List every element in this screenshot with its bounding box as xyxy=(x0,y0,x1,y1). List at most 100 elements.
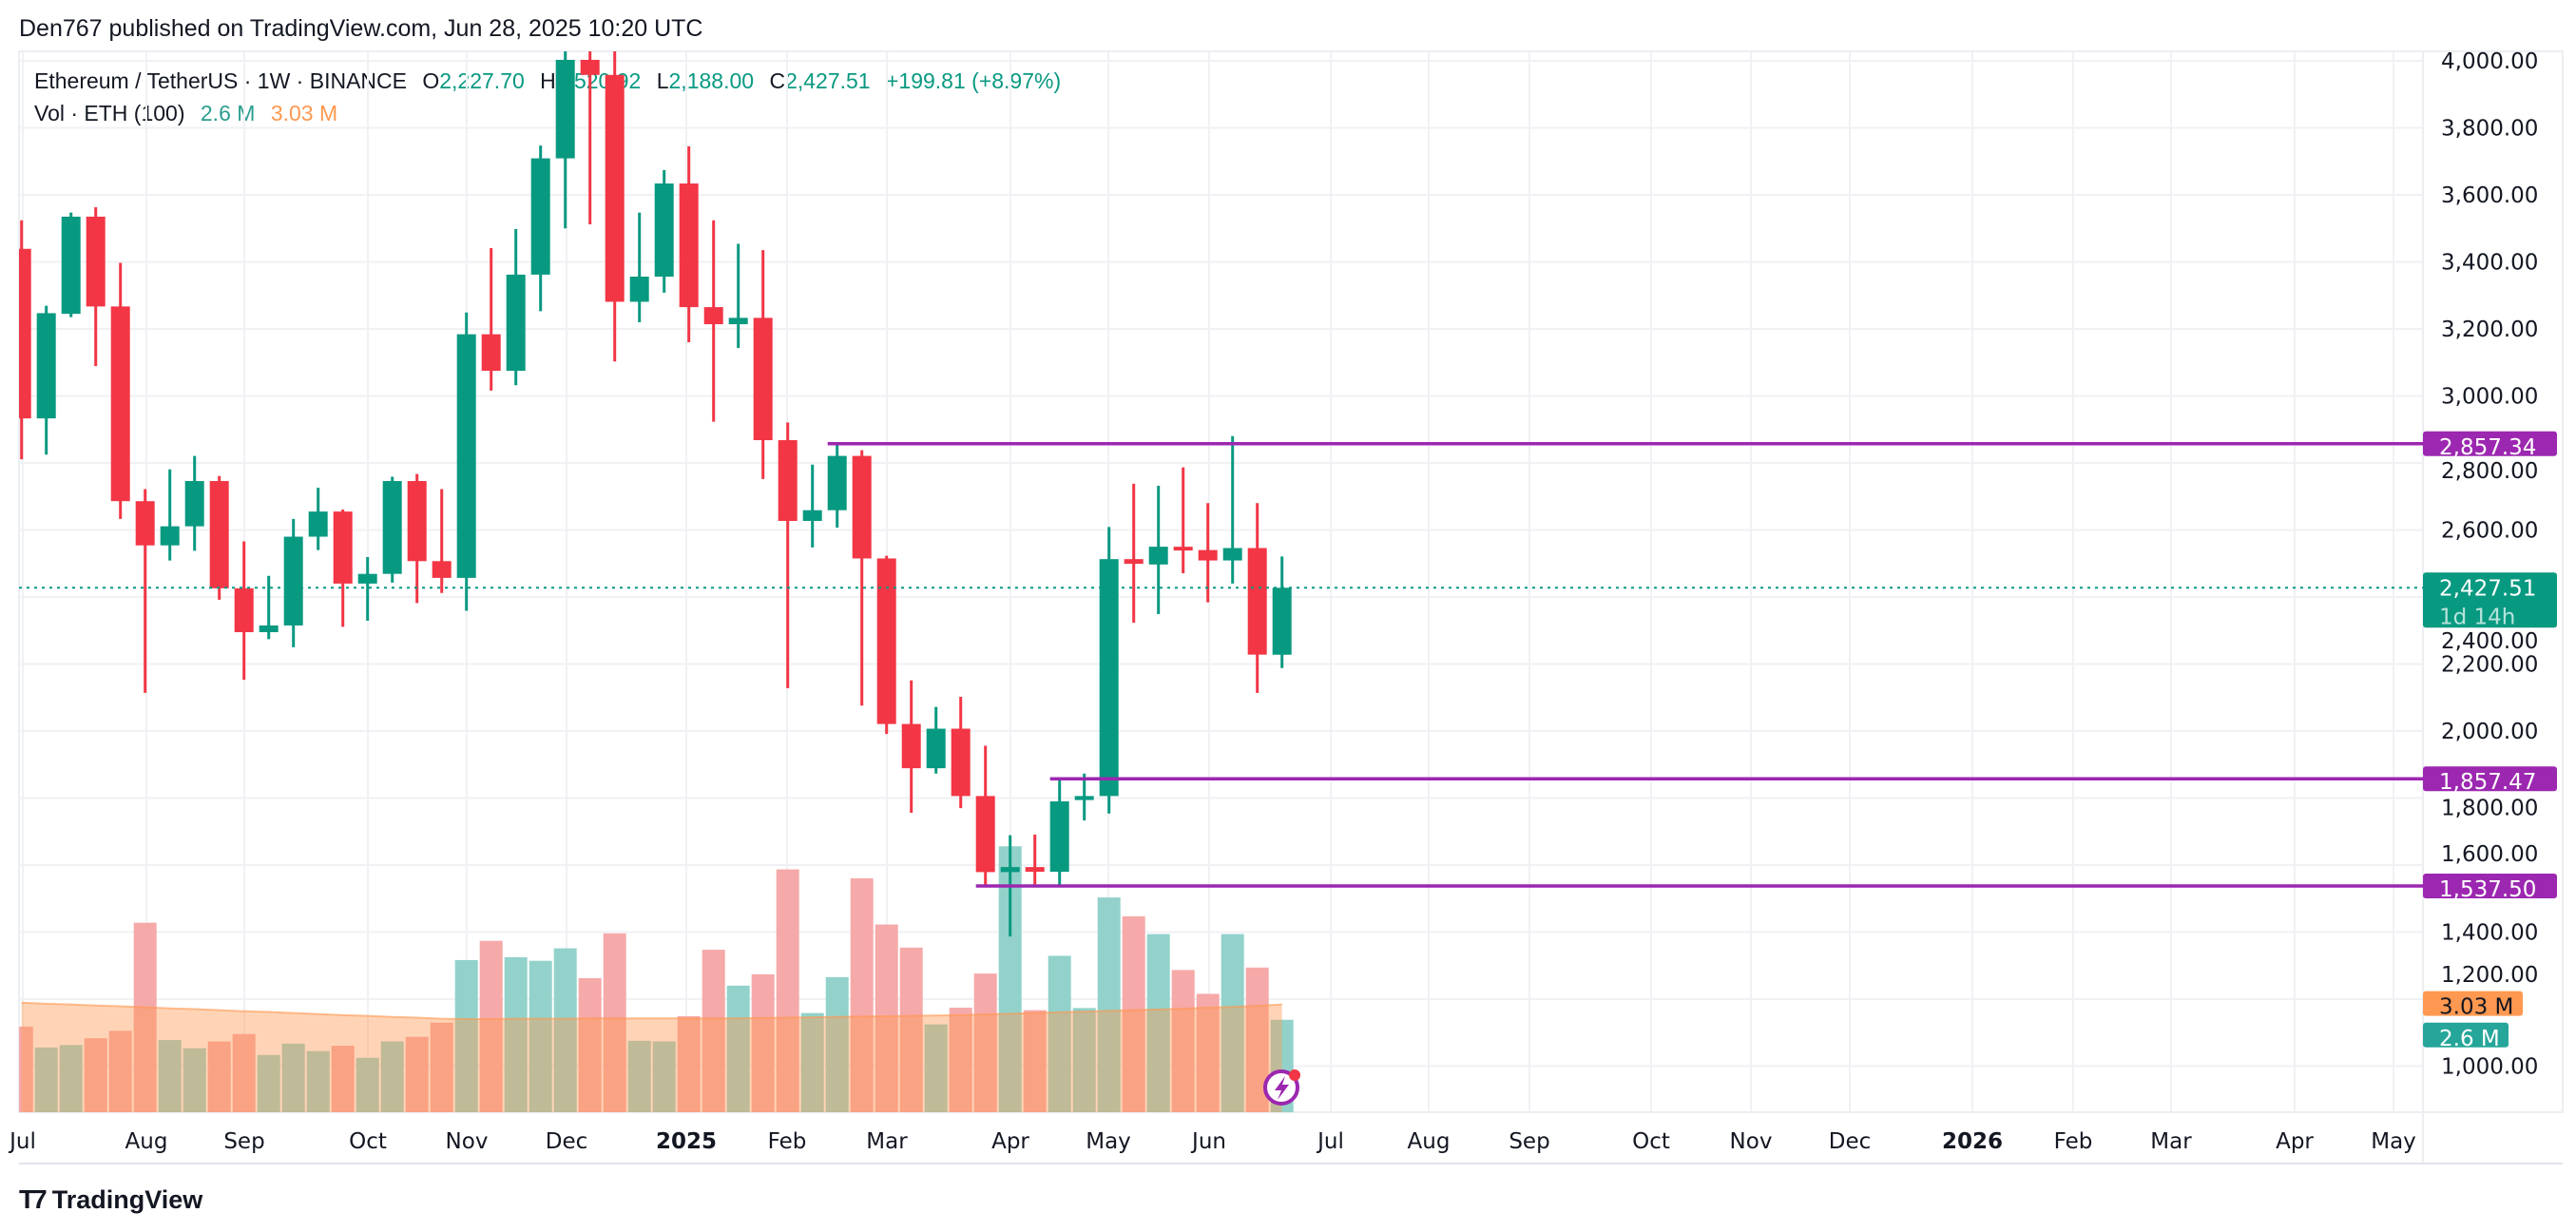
price-tick-label: 3,600.00 xyxy=(2441,183,2538,208)
candle-body xyxy=(555,59,575,159)
low-label: L xyxy=(656,68,669,93)
price-tick-label: 1,400.00 xyxy=(2441,921,2538,946)
open-label: O xyxy=(422,68,440,93)
time-tick-label: 2025 xyxy=(656,1129,717,1154)
volume-ma-value: 3.03 M xyxy=(270,101,338,125)
candle-body xyxy=(308,511,328,537)
volume-bar xyxy=(850,877,874,1112)
current-price-tag-bg xyxy=(2423,572,2557,628)
volume-bar xyxy=(281,1043,305,1112)
close-label: C xyxy=(769,68,786,93)
candle-body xyxy=(1124,559,1144,565)
price-tick-label: 1,600.00 xyxy=(2441,842,2538,867)
candle-body xyxy=(1222,548,1242,561)
volume-bar xyxy=(677,1016,701,1112)
candle xyxy=(728,243,748,349)
candle xyxy=(1173,467,1193,573)
candle xyxy=(1124,483,1144,624)
candle xyxy=(1025,834,1045,885)
candle-body xyxy=(407,481,427,562)
volume-bar xyxy=(356,1057,379,1112)
candle xyxy=(135,489,155,693)
candle xyxy=(580,51,600,225)
candle xyxy=(827,442,847,529)
time-tick-label: Feb xyxy=(2054,1129,2093,1154)
volume-bar xyxy=(158,1040,182,1112)
time-tick-label: Oct xyxy=(349,1129,387,1154)
candle xyxy=(259,575,279,640)
candle xyxy=(926,706,946,774)
level-price-tag: 2,857.34 xyxy=(2423,431,2557,460)
candle-body xyxy=(1198,549,1218,561)
volume-bar xyxy=(454,959,478,1112)
candle xyxy=(703,220,723,422)
candle xyxy=(36,305,56,455)
candle-body xyxy=(530,158,550,275)
volume-bar xyxy=(603,933,626,1112)
volume-bar xyxy=(133,922,157,1112)
volume-bar xyxy=(1097,897,1121,1112)
candle xyxy=(209,475,229,600)
time-tick-label: Jul xyxy=(1316,1129,1344,1154)
volume-bar xyxy=(1122,915,1145,1112)
candle-body xyxy=(234,587,254,633)
candle-body xyxy=(36,313,56,419)
candle-body xyxy=(728,318,748,325)
current-price-tag: 2,427.51 1d 14h xyxy=(2423,572,2557,629)
volume-bar xyxy=(1146,934,1170,1112)
candle xyxy=(605,51,625,362)
volume-title[interactable]: Vol · ETH (100) xyxy=(34,101,185,125)
candle xyxy=(1198,503,1218,603)
candle xyxy=(1099,527,1119,814)
volume-bar xyxy=(232,1033,256,1112)
candle xyxy=(234,541,254,681)
candle-body xyxy=(876,558,896,724)
volume-bar xyxy=(800,1012,824,1112)
volume-tag-bg xyxy=(2423,1022,2509,1048)
candle xyxy=(901,680,921,814)
volume-bar xyxy=(949,1008,972,1112)
time-tick-label: Feb xyxy=(768,1129,807,1154)
candle-body xyxy=(432,561,452,578)
volume-bar xyxy=(825,976,849,1112)
time-tick-label: Dec xyxy=(546,1129,588,1154)
candle-body xyxy=(61,216,81,315)
tradingview-logo[interactable]: T7 TradingView xyxy=(19,1184,202,1215)
candle-body xyxy=(703,307,723,325)
candle xyxy=(407,473,427,604)
candle xyxy=(19,220,31,460)
candle-body xyxy=(778,440,798,521)
candle-body xyxy=(629,277,649,302)
candle-body xyxy=(110,306,130,502)
candle xyxy=(382,476,402,583)
candle xyxy=(86,207,106,367)
candle xyxy=(283,518,303,647)
volume-bar xyxy=(1221,934,1244,1112)
candle xyxy=(951,697,971,809)
candle-body xyxy=(1074,796,1094,800)
level-price-tag-text: 1,857.47 xyxy=(2439,770,2536,795)
candle-body xyxy=(1025,867,1045,873)
level-price-tag-bg xyxy=(2423,874,2557,899)
candle xyxy=(333,509,353,627)
pane-border xyxy=(18,50,2564,1113)
candle-body xyxy=(382,481,402,574)
candle xyxy=(357,557,377,622)
level-price-tag-text: 1,537.50 xyxy=(2439,877,2536,902)
time-tick-label: Apr xyxy=(991,1129,1029,1154)
candle-body xyxy=(1099,559,1119,797)
candle-body xyxy=(160,526,180,546)
horizontal-levels[interactable] xyxy=(827,442,2423,888)
time-tick-label: Mar xyxy=(866,1129,908,1154)
candle-body xyxy=(580,59,600,75)
time-tick-label: Apr xyxy=(2276,1129,2314,1154)
symbol-title[interactable]: Ethereum / TetherUS · 1W · BINANCE xyxy=(34,68,407,93)
open-value: 2,227.70 xyxy=(439,68,525,93)
time-tick-label: Jul xyxy=(8,1129,36,1154)
lightning-icon[interactable] xyxy=(1263,1069,1300,1106)
candle xyxy=(481,248,501,391)
price-axis[interactable]: 4,000.00 3,800.00 3,600.00 3,400.00 3,200.00… xyxy=(2423,49,2557,1080)
candle xyxy=(1049,778,1069,887)
time-axis[interactable]: Jul Aug Sep Oct Nov Dec 2025 Feb Mar Apr May Jun Jul… xyxy=(8,1129,2416,1154)
